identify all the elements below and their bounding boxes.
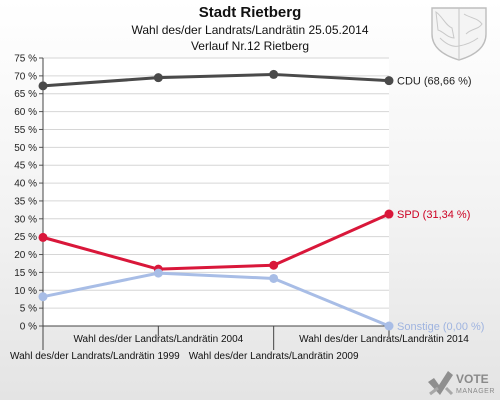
x-tick-label: Wahl des/der Landrats/Landrätin 2014 [299,334,469,345]
y-tick-label: 20 % [14,250,37,261]
y-tick-label: 35 % [14,196,37,207]
y-tick-label: 70 % [14,71,37,82]
series-label-cdu: CDU (68,66 %) [397,76,472,88]
data-point-sonstige [384,321,394,331]
y-tick-label: 50 % [14,143,37,154]
vote-manager-logo: VOTE MANAGER [428,371,495,396]
y-tick-label: 40 % [14,179,37,190]
y-tick-label: 30 % [14,214,37,225]
series-label-sonstige: Sonstige (0,00 %) [397,321,484,333]
data-point-cdu [38,81,48,91]
series-line-cdu [42,72,390,88]
y-tick-label: 75 % [14,54,37,65]
x-tick-label: Wahl des/der Landrats/Landrätin 2004 [73,334,243,345]
y-tick-label: 5 % [20,304,37,315]
coat-of-arms-icon [431,7,487,61]
y-tick-label: 25 % [14,232,37,243]
x-tick-label: Wahl des/der Landrats/Landrätin 1999 [10,351,180,362]
y-tick-label: 0 % [20,322,37,333]
y-tick-label: 15 % [14,268,37,279]
data-point-sonstige [38,292,48,302]
data-point-sonstige [269,273,279,283]
data-point-spd [38,232,48,242]
data-point-cdu [384,76,394,86]
data-point-cdu [153,73,163,83]
data-point-spd [384,209,394,219]
chart-subtitle-2: Verlauf Nr.12 Rietberg [190,39,310,53]
logo-word-2: MANAGER [456,388,495,395]
series-line-spd [42,212,390,271]
series-line-sonstige [42,271,390,328]
chart-titles: Stadt Rietberg Wahl des/der Landrats/Lan… [0,4,500,54]
y-tick-label: 10 % [14,286,37,297]
y-tick-label: 65 % [14,89,37,100]
chart-title: Stadt Rietberg [198,4,302,21]
y-tick-label: 60 % [14,107,37,118]
chart-subtitle: Wahl des/der Landrats/Landrätin 25.05.20… [131,23,369,37]
x-tick-label: Wahl des/der Landrats/Landrätin 2009 [189,351,359,362]
data-point-sonstige [153,268,163,278]
data-point-spd [269,260,279,270]
y-tick-label: 55 % [14,125,37,136]
data-point-cdu [269,69,279,79]
check-mark-icon [428,371,454,396]
series-label-spd: SPD (31,34 %) [397,209,470,221]
y-tick-label: 45 % [14,161,37,172]
plot-area [43,58,389,326]
logo-word-1: VOTE [456,372,489,386]
